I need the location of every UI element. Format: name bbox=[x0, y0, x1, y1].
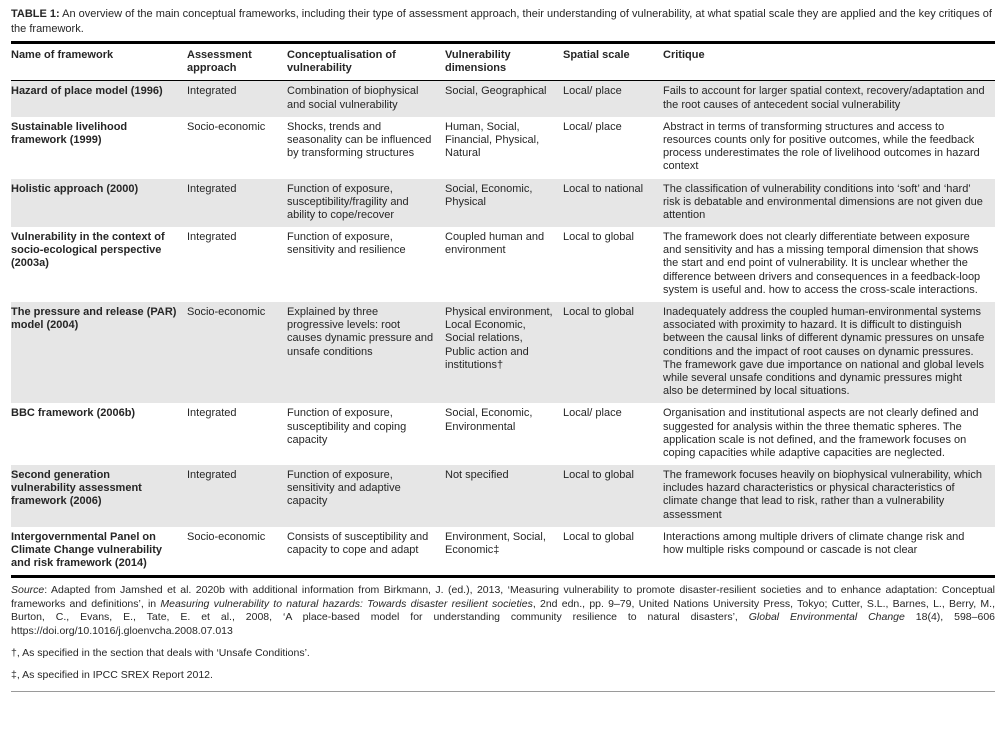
col-header-critique: Critique bbox=[663, 44, 995, 82]
cell-conceptualisation: Function of exposure, susceptibility and… bbox=[287, 407, 407, 446]
table-label: TABLE 1: bbox=[11, 8, 60, 20]
table-row: Vulnerability in the context of socio-ec… bbox=[11, 227, 995, 302]
cell-dimensions: Not specified bbox=[445, 469, 509, 482]
cell-assessment-approach: Integrated bbox=[187, 182, 237, 195]
cell-conceptualisation: Function of exposure, sensitivity and re… bbox=[287, 231, 406, 257]
cell-dimensions: Social, Economic, Physical bbox=[445, 182, 533, 208]
cell-critique: The framework focuses heavily on biophys… bbox=[663, 469, 982, 521]
cell-conceptualisation: Consists of susceptibility and capacity … bbox=[287, 530, 429, 557]
cell-critique: Organisation and institutional aspects a… bbox=[663, 407, 979, 459]
cell-critique: Abstract in terms of transforming struct… bbox=[663, 120, 980, 173]
cell-spatial-scale: Local/ place bbox=[563, 407, 622, 420]
cell-framework-name: Holistic approach (2000) bbox=[11, 182, 139, 195]
source-note: Source: Adapted from Jamshed et al. 2020… bbox=[11, 584, 995, 637]
cell-dimensions: Environment, Social, Economic‡ bbox=[445, 530, 546, 557]
cell-conceptualisation: Function of exposure, sensitivity and ad… bbox=[287, 469, 401, 508]
cell-framework-name: BBC framework (2006b) bbox=[11, 407, 136, 420]
cell-framework-name: Vulnerability in the context of socio-ec… bbox=[11, 231, 165, 270]
cell-framework-name: The pressure and release (PAR) model (20… bbox=[11, 306, 177, 332]
table-row: Holistic approach (2000) Integrated Func… bbox=[11, 178, 995, 228]
cell-spatial-scale: Local/ place bbox=[563, 120, 622, 133]
cell-dimensions: Social, Geographical bbox=[445, 85, 547, 98]
cell-critique: Interactions among multiple drivers of c… bbox=[663, 530, 965, 557]
col-header-dimensions: Vulnerability dimensions bbox=[445, 44, 563, 82]
cell-spatial-scale: Local to global bbox=[563, 469, 634, 482]
cell-assessment-approach: Socio-economic bbox=[187, 530, 266, 543]
table-row: Second generation vulnerability assessme… bbox=[11, 465, 995, 527]
cell-framework-name: Intergovernmental Panel on Climate Chang… bbox=[11, 530, 162, 570]
cell-framework-name: Hazard of place model (1996) bbox=[11, 85, 163, 98]
cell-assessment-approach: Integrated bbox=[187, 469, 237, 482]
cell-critique: Inadequately address the coupled human-e… bbox=[663, 306, 985, 398]
cell-dimensions: Social, Economic, Environmental bbox=[445, 407, 533, 433]
cell-critique: Fails to account for larger spatial cont… bbox=[663, 85, 985, 111]
cell-assessment-approach: Socio-economic bbox=[187, 306, 266, 319]
table-caption: TABLE 1: An overview of the main concept… bbox=[11, 7, 995, 45]
cell-critique: The framework does not clearly different… bbox=[663, 231, 981, 296]
cell-spatial-scale: Local to global bbox=[563, 231, 634, 244]
cell-spatial-scale: Local to national bbox=[563, 182, 644, 195]
footnote-dagger: †, As specified in the section that deal… bbox=[11, 647, 310, 660]
col-header-approach: Assessment approach bbox=[187, 44, 287, 82]
cell-framework-name: Sustainable livelihood framework (1999) bbox=[11, 120, 128, 146]
cell-dimensions: Coupled human and environment bbox=[445, 231, 545, 257]
col-header-conceptualisation: Conceptualisation of vulnerability bbox=[287, 44, 445, 82]
cell-conceptualisation: Explained by three progressive levels: r… bbox=[287, 306, 434, 358]
col-header-scale: Spatial scale bbox=[563, 44, 663, 82]
table-caption-text: An overview of the main conceptual frame… bbox=[11, 8, 992, 35]
cell-assessment-approach: Socio-economic bbox=[187, 120, 266, 133]
cell-spatial-scale: Local to global bbox=[563, 306, 634, 319]
cell-framework-name: Second generation vulnerability assessme… bbox=[11, 469, 142, 508]
table-row: The pressure and release (PAR) model (20… bbox=[11, 302, 995, 404]
cell-dimensions: Physical environment, Local Economic, So… bbox=[445, 306, 553, 371]
cell-assessment-approach: Integrated bbox=[187, 231, 237, 244]
table-row: Sustainable livelihood framework (1999) … bbox=[11, 117, 995, 179]
bottom-divider bbox=[11, 691, 995, 693]
cell-spatial-scale: Local to global bbox=[563, 530, 634, 543]
cell-assessment-approach: Integrated bbox=[187, 85, 237, 98]
cell-spatial-scale: Local/ place bbox=[563, 85, 622, 98]
footnote-double-dagger: ‡, As specified in IPCC SREX Report 2012… bbox=[11, 669, 213, 682]
cell-assessment-approach: Integrated bbox=[187, 407, 237, 420]
header-row: Name of framework Assessment approach Co… bbox=[11, 44, 995, 82]
cell-conceptualisation: Shocks, trends and seasonality can be in… bbox=[287, 120, 432, 160]
cell-conceptualisation: Combination of biophysical and social vu… bbox=[287, 85, 419, 111]
table-row: Intergovernmental Panel on Climate Chang… bbox=[11, 527, 995, 577]
frameworks-table: Name of framework Assessment approach Co… bbox=[11, 44, 995, 579]
table-row: BBC framework (2006b) Integrated Functio… bbox=[11, 403, 995, 465]
cell-conceptualisation: Function of exposure, susceptibility/fra… bbox=[287, 182, 409, 221]
table-row: Hazard of place model (1996) Integrated … bbox=[11, 80, 995, 117]
cell-critique: The classification of vulnerability cond… bbox=[663, 182, 983, 221]
cell-dimensions: Human, Social, Financial, Physical, Natu… bbox=[445, 120, 540, 160]
col-header-name: Name of framework bbox=[11, 44, 187, 82]
